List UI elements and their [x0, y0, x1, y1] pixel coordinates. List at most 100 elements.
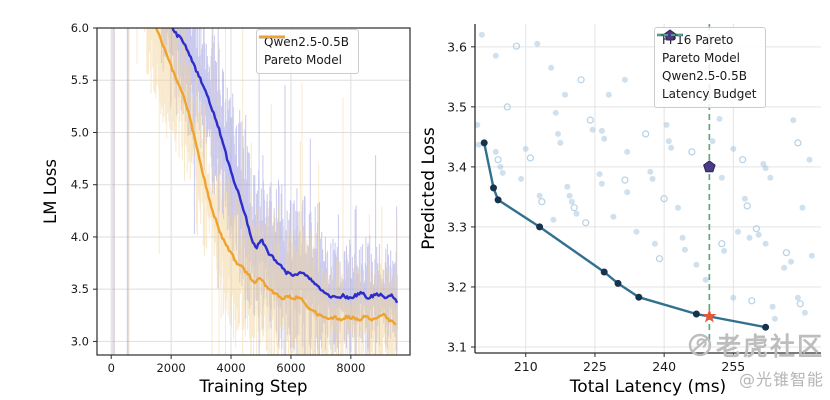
scatter-point: [647, 168, 654, 175]
scatter-point: [790, 117, 797, 124]
y-tick-label: 6.0: [71, 21, 89, 35]
y-tick-label: 3.2: [447, 279, 467, 294]
scatter-point: [557, 139, 564, 146]
scatter-point: [794, 294, 801, 301]
scatter-point: [526, 154, 535, 162]
scatter-point: [718, 240, 726, 248]
pareto-point: [480, 139, 488, 147]
scatter-point: [512, 42, 521, 50]
y-tick-label: 3.1: [447, 339, 467, 354]
pareto-point: [635, 293, 643, 301]
scatter-point: [663, 121, 670, 128]
scatter-point: [494, 156, 502, 164]
scatter-point: [492, 148, 499, 155]
pareto-point: [494, 196, 502, 204]
scatter-point: [806, 156, 813, 163]
scatter-point: [679, 234, 686, 241]
scatter-point: [767, 174, 774, 181]
y-tick-label: 3.5: [71, 282, 89, 296]
qwen-pentagon-marker: [703, 160, 716, 173]
axes-spines: [96, 27, 411, 356]
scatter-point: [769, 303, 776, 310]
legend-label: Pareto Model: [662, 51, 740, 65]
scatter-point: [568, 198, 575, 205]
legend-item: Latency Budget: [657, 34, 757, 102]
scatter-point: [566, 192, 573, 199]
scatter-point: [570, 204, 578, 212]
scatter-point: [782, 249, 790, 257]
scatter-point: [739, 156, 747, 164]
scatter-point: [474, 121, 481, 128]
scatter-point: [788, 258, 794, 265]
scatter-point: [660, 195, 668, 203]
y-tick-label: 5.5: [71, 73, 89, 87]
pareto-model-star-marker: [702, 308, 717, 323]
scatter-point: [721, 247, 728, 254]
scatter-point: [796, 300, 804, 308]
y-tick-label: 5.0: [71, 125, 89, 139]
y-tick-label: 4.0: [71, 230, 89, 244]
scatter-point: [762, 165, 769, 172]
scatter-point: [518, 175, 525, 182]
scatter-point: [586, 116, 594, 124]
legend-item: Qwen2.5-0.5B: [662, 29, 756, 84]
legend-label: Latency Budget: [662, 87, 757, 101]
pareto-frontier-plot: 3.1 3.2 3.3 3.4 3.5 3.6 210 225 240 255 Total Late…: [419, 24, 821, 397]
scatter-point: [624, 189, 631, 196]
training-loss-chart: 3.0 3.5 4.0 4.5 5.0 5.5 6.0 0 2000 4000 6000 8000 Tr…: [41, 21, 411, 396]
scatter-point: [681, 246, 688, 253]
scatter-point: [743, 202, 751, 210]
scatter-point: [755, 231, 762, 238]
scatter-point: [781, 264, 788, 271]
scatter-point: [808, 252, 815, 259]
scatter-point: [693, 261, 700, 268]
x-tick-label: 225: [583, 359, 607, 374]
scatter-point: [762, 240, 769, 247]
scatter-point: [577, 76, 585, 84]
scatter-point: [665, 138, 672, 145]
scatter-point: [748, 297, 756, 305]
scatter-point: [499, 169, 506, 176]
scatter-point: [675, 204, 681, 211]
scatter-point: [564, 183, 571, 190]
legend-label: Pareto Model: [264, 53, 342, 67]
scatter-point: [573, 210, 580, 217]
scatter-point: [492, 52, 499, 59]
scatter-point: [522, 145, 529, 152]
scatter-point: [633, 228, 640, 235]
candidate-scatter: [474, 31, 815, 322]
scatter-point: [741, 195, 748, 202]
scatter-point: [596, 171, 603, 178]
pareto-point: [490, 184, 497, 192]
x-tick-label: 2000: [156, 361, 185, 375]
x-tick-label: 8000: [336, 361, 365, 375]
scatter-point: [642, 130, 650, 138]
scatter-point: [589, 126, 596, 133]
scatter-point: [655, 255, 664, 263]
legend-item: Pareto Model: [259, 35, 349, 68]
pareto-point: [536, 223, 544, 231]
x-axis-label: Training Step: [199, 377, 308, 396]
scatter-point: [801, 309, 808, 316]
scatter-point: [709, 138, 716, 145]
scatter-point: [550, 216, 557, 223]
series-line-pareto: [154, 28, 397, 326]
fp16-pareto-line: [483, 142, 766, 329]
pareto-point: [614, 279, 622, 287]
scatter-point: [794, 139, 802, 147]
x-tick-label: 4000: [216, 361, 245, 375]
y-tick-label: 3.6: [447, 39, 467, 54]
scatter-point: [752, 225, 760, 233]
scatter-point: [730, 294, 737, 301]
x-tick-label: 6000: [276, 361, 305, 375]
scatter-point: [478, 31, 485, 38]
x-tick-label: 255: [721, 359, 745, 374]
legend-item: Pareto Model: [662, 29, 756, 66]
scatter-point: [552, 109, 559, 116]
training-loss-plot: 3.0 3.5 4.0 4.5 5.0 5.5 6.0 0 2000 4000 6000 8000 Tr…: [41, 21, 411, 396]
scatter-point: [497, 163, 504, 170]
scatter-point: [601, 135, 608, 142]
scatter-point: [598, 127, 605, 134]
series-line-qwen: [171, 28, 399, 304]
right-legend: FP16 Pareto Pareto Model Qwen2.5-0.5B Laten…: [654, 27, 767, 108]
